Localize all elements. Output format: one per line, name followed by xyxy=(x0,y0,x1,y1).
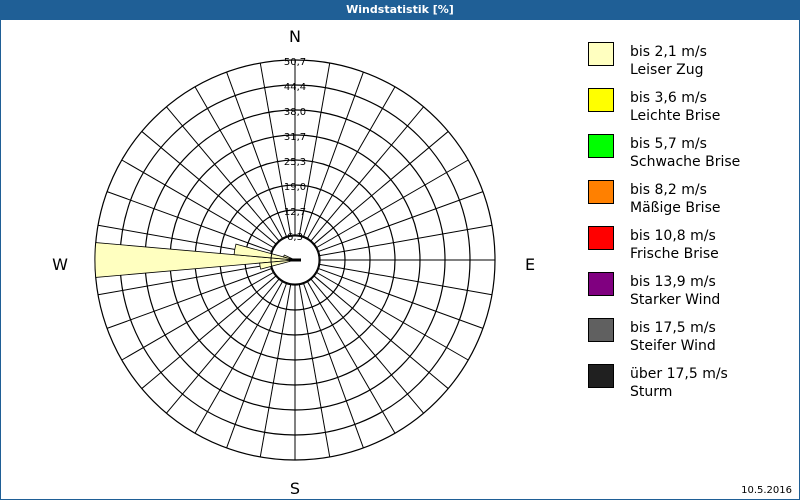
spoke xyxy=(307,281,396,434)
date-label: 10.5.2016 xyxy=(741,485,792,496)
legend-speed: bis 2,1 m/s xyxy=(630,44,707,60)
spoke xyxy=(141,131,277,245)
legend-name: Schwache Brise xyxy=(630,154,741,170)
spoke xyxy=(316,272,469,361)
spoke xyxy=(303,283,364,449)
spoke xyxy=(166,278,280,414)
legend-name: Mäßige Brise xyxy=(630,200,721,216)
spoke xyxy=(307,86,396,239)
ring-label: 25,3 xyxy=(284,157,306,168)
ring-label: 50,7 xyxy=(284,57,306,68)
spoke xyxy=(141,275,277,389)
spoke xyxy=(318,268,484,329)
legend-speed: bis 8,2 m/s xyxy=(630,182,707,198)
spoke xyxy=(316,159,469,248)
legend-speed: bis 5,7 m/s xyxy=(630,136,707,152)
spoke xyxy=(313,131,449,245)
spoke xyxy=(318,191,484,252)
legend-swatch xyxy=(588,272,614,296)
legend-speed: über 17,5 m/s xyxy=(630,366,728,382)
legend-name: Leichte Brise xyxy=(630,108,721,124)
wind-sector xyxy=(259,259,296,270)
spoke xyxy=(310,278,424,414)
dir-label-n: N xyxy=(289,27,301,46)
legend-swatch xyxy=(588,226,614,250)
legend-name: Frische Brise xyxy=(630,246,719,262)
spoke xyxy=(106,191,272,252)
legend-name: Sturm xyxy=(630,384,673,400)
legend-swatch xyxy=(588,42,614,66)
spoke xyxy=(226,283,287,449)
ring-label: 44,4 xyxy=(284,82,306,93)
legend-swatch xyxy=(588,364,614,388)
spoke xyxy=(303,71,364,237)
ring-label: 19,0 xyxy=(284,182,306,193)
dir-label-w: W xyxy=(52,255,68,274)
legend-name: Starker Wind xyxy=(630,292,721,308)
ring-label: 31,7 xyxy=(284,132,306,143)
dir-label-s: S xyxy=(290,479,300,498)
legend-swatch xyxy=(588,318,614,342)
ring-label: 12,7 xyxy=(284,207,306,218)
window-title: Windstatistik [%] xyxy=(0,0,800,20)
spoke xyxy=(97,263,271,296)
spoke xyxy=(194,86,283,239)
spoke xyxy=(298,62,331,236)
wind-sector xyxy=(94,242,296,278)
ring-label: 38,0 xyxy=(284,107,306,118)
legend-name: Steifer Wind xyxy=(630,338,716,354)
spoke xyxy=(319,224,493,257)
spoke xyxy=(259,284,292,458)
spoke xyxy=(121,272,274,361)
spoke xyxy=(310,106,424,242)
wind-sector xyxy=(233,243,296,261)
spoke xyxy=(259,62,292,236)
spoke xyxy=(106,268,272,329)
legend-swatch xyxy=(588,134,614,158)
legend-swatch xyxy=(588,88,614,112)
legend-speed: bis 13,9 m/s xyxy=(630,274,716,290)
legend-speed: bis 10,8 m/s xyxy=(630,228,716,244)
legend-speed: bis 17,5 m/s xyxy=(630,320,716,336)
spoke xyxy=(194,281,283,434)
legend-swatch xyxy=(588,180,614,204)
dir-label-e: E xyxy=(525,255,535,274)
ring-label: 6,3 xyxy=(287,232,303,243)
spoke xyxy=(166,106,280,242)
spoke xyxy=(298,284,331,458)
spoke xyxy=(226,71,287,237)
legend-speed: bis 3,6 m/s xyxy=(630,90,707,106)
legend-name: Leiser Zug xyxy=(630,62,704,78)
spoke xyxy=(313,275,449,389)
spoke xyxy=(319,263,493,296)
calm-circle xyxy=(270,235,320,285)
spoke xyxy=(121,159,274,248)
